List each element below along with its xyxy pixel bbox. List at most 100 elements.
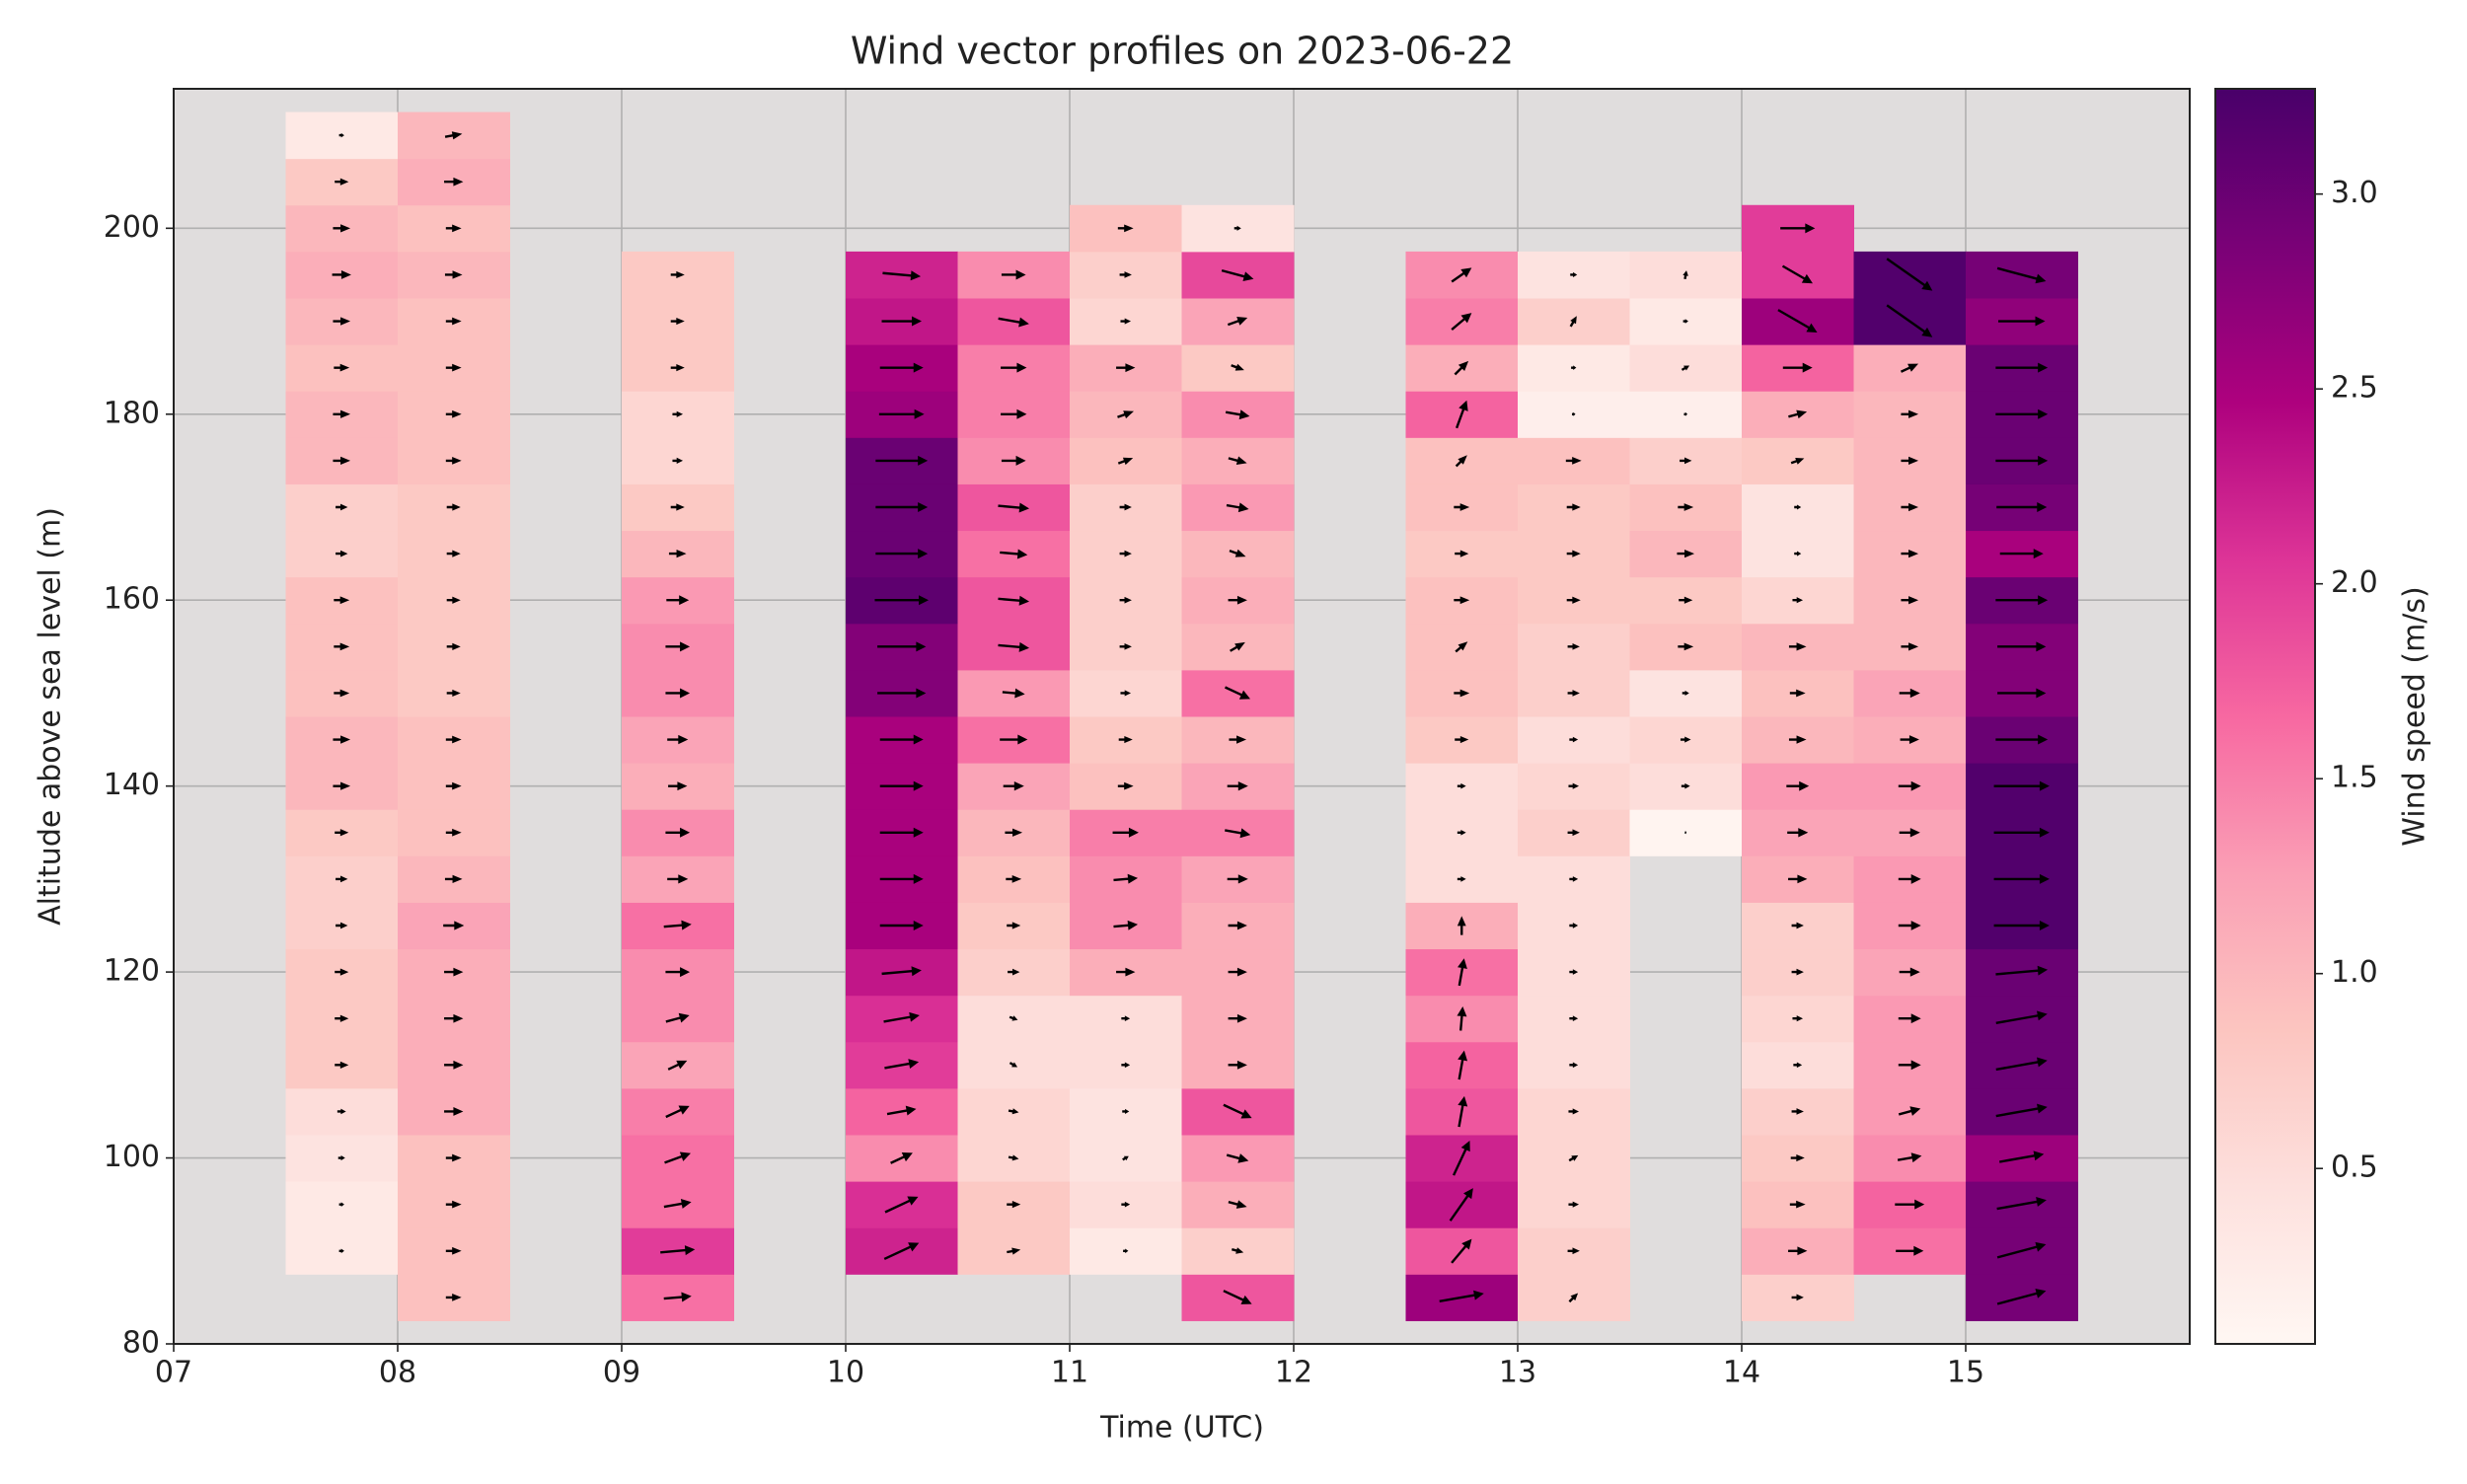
wind-arrow: [1567, 829, 1580, 837]
wind-arrow: [1227, 316, 1248, 327]
wind-arrow: [335, 1014, 349, 1022]
wind-arrow: [446, 503, 461, 511]
wind-arrow: [1787, 828, 1809, 838]
wind-arrow: [1457, 1005, 1467, 1031]
wind-arrow: [1234, 225, 1241, 231]
wind-arrow: [1791, 922, 1804, 929]
colorbar-tick-label: 1.5: [2331, 761, 2378, 795]
wind-arrow: [1439, 1290, 1484, 1303]
wind-arrow: [1569, 876, 1579, 882]
wind-arrow: [1223, 1290, 1252, 1304]
x-tick-label: 15: [1947, 1356, 1984, 1390]
wind-arrow: [1996, 502, 2048, 512]
wind-arrow: [444, 131, 463, 140]
wind-arrow: [663, 1199, 692, 1209]
wind-arrow: [1677, 549, 1695, 558]
wind-arrow: [1113, 920, 1139, 930]
wind-arrow: [672, 457, 684, 464]
wind-arrow: [879, 921, 924, 930]
wind-arrow: [1794, 504, 1802, 510]
wind-arrow: [1999, 1150, 2045, 1163]
wind-arrow: [665, 1012, 690, 1023]
wind-arrow: [1997, 688, 2047, 699]
y-tick-label: 100: [104, 1140, 160, 1174]
wind-arrow: [335, 1061, 349, 1069]
wind-arrow: [1570, 271, 1578, 278]
wind-arrow: [1228, 1013, 1247, 1023]
wind-arrow: [445, 1246, 462, 1255]
colorbar-tick-label: 3.0: [2331, 176, 2378, 210]
wind-arrow: [335, 178, 349, 186]
wind-arrow: [1000, 549, 1028, 559]
wind-arrow: [1119, 550, 1132, 557]
wind-arrow: [1451, 313, 1472, 331]
wind-arrow: [1569, 316, 1577, 328]
wind-arrow: [1001, 455, 1026, 466]
wind-arrow: [1678, 503, 1694, 511]
wind-arrow: [877, 641, 927, 652]
wind-arrow: [335, 968, 349, 976]
wind-arrow: [1229, 549, 1246, 557]
wind-arrow: [444, 1107, 464, 1116]
wind-arrow: [1117, 781, 1134, 790]
wind-arrow: [1897, 1152, 1922, 1163]
wind-arrow: [1228, 1060, 1247, 1070]
wind-arrow: [1995, 455, 2049, 466]
wind-arrow: [444, 967, 464, 977]
wind-arrow: [1901, 596, 1919, 605]
wind-arrow: [1228, 967, 1247, 977]
wind-arrow: [445, 409, 462, 418]
wind-arrow: [1679, 596, 1693, 604]
wind-arrow: [1567, 1247, 1580, 1255]
colorbar-tick-label: 2.0: [2331, 565, 2378, 600]
wind-arrow: [884, 1196, 919, 1214]
wind-arrow: [1995, 1010, 2048, 1024]
wind-arrow: [1112, 827, 1139, 838]
wind-arrow: [1221, 268, 1254, 282]
x-tick-label: 14: [1723, 1356, 1760, 1390]
wind-arrow: [445, 1153, 462, 1162]
wind-arrow: [879, 362, 924, 373]
wind-arrow: [1225, 828, 1251, 839]
wind-arrow: [1457, 782, 1466, 789]
wind-arrow: [1007, 1247, 1021, 1255]
wind-arrow: [1006, 875, 1022, 883]
wind-arrow: [668, 781, 688, 791]
wind-arrow: [1899, 828, 1920, 838]
wind-arrow: [1794, 551, 1802, 556]
wind-arrow: [881, 966, 922, 977]
wind-arrow: [1119, 503, 1132, 511]
wind-arrow: [333, 409, 351, 418]
wind-arrow: [333, 317, 351, 326]
wind-arrow: [1009, 1015, 1018, 1021]
wind-arrow: [1226, 502, 1249, 513]
wind-arrow: [1231, 1247, 1244, 1254]
wind-arrow: [1901, 502, 1919, 512]
wind-arrow: [1895, 1199, 1925, 1210]
wind-arrow: [1569, 923, 1579, 928]
wind-arrow: [1790, 457, 1805, 465]
wind-arrow: [333, 781, 351, 790]
wind-arrow: [1118, 735, 1133, 744]
x-tick-label: 13: [1499, 1356, 1536, 1390]
wind-arrow: [1791, 1294, 1804, 1301]
wind-arrow: [1896, 1245, 1924, 1256]
wind-arrow: [665, 641, 691, 652]
wind-arrow: [1571, 365, 1577, 370]
wind-arrow: [1458, 1050, 1468, 1080]
wind-arrow: [337, 1154, 345, 1161]
wind-arrow: [875, 502, 929, 512]
wind-arrow: [1886, 304, 1933, 337]
wind-arrow: [1995, 1103, 2048, 1118]
wind-arrow: [1227, 780, 1248, 791]
wind-arrow: [1569, 736, 1579, 743]
wind-arrow: [444, 270, 463, 279]
wind-arrow: [1788, 409, 1808, 419]
wind-arrow: [1789, 689, 1806, 698]
wind-arrow: [1568, 1108, 1580, 1115]
wind-arrow: [446, 596, 461, 604]
wind-arrow: [878, 408, 925, 419]
wind-arrow: [1227, 874, 1248, 884]
wind-arrow: [1458, 1095, 1468, 1128]
